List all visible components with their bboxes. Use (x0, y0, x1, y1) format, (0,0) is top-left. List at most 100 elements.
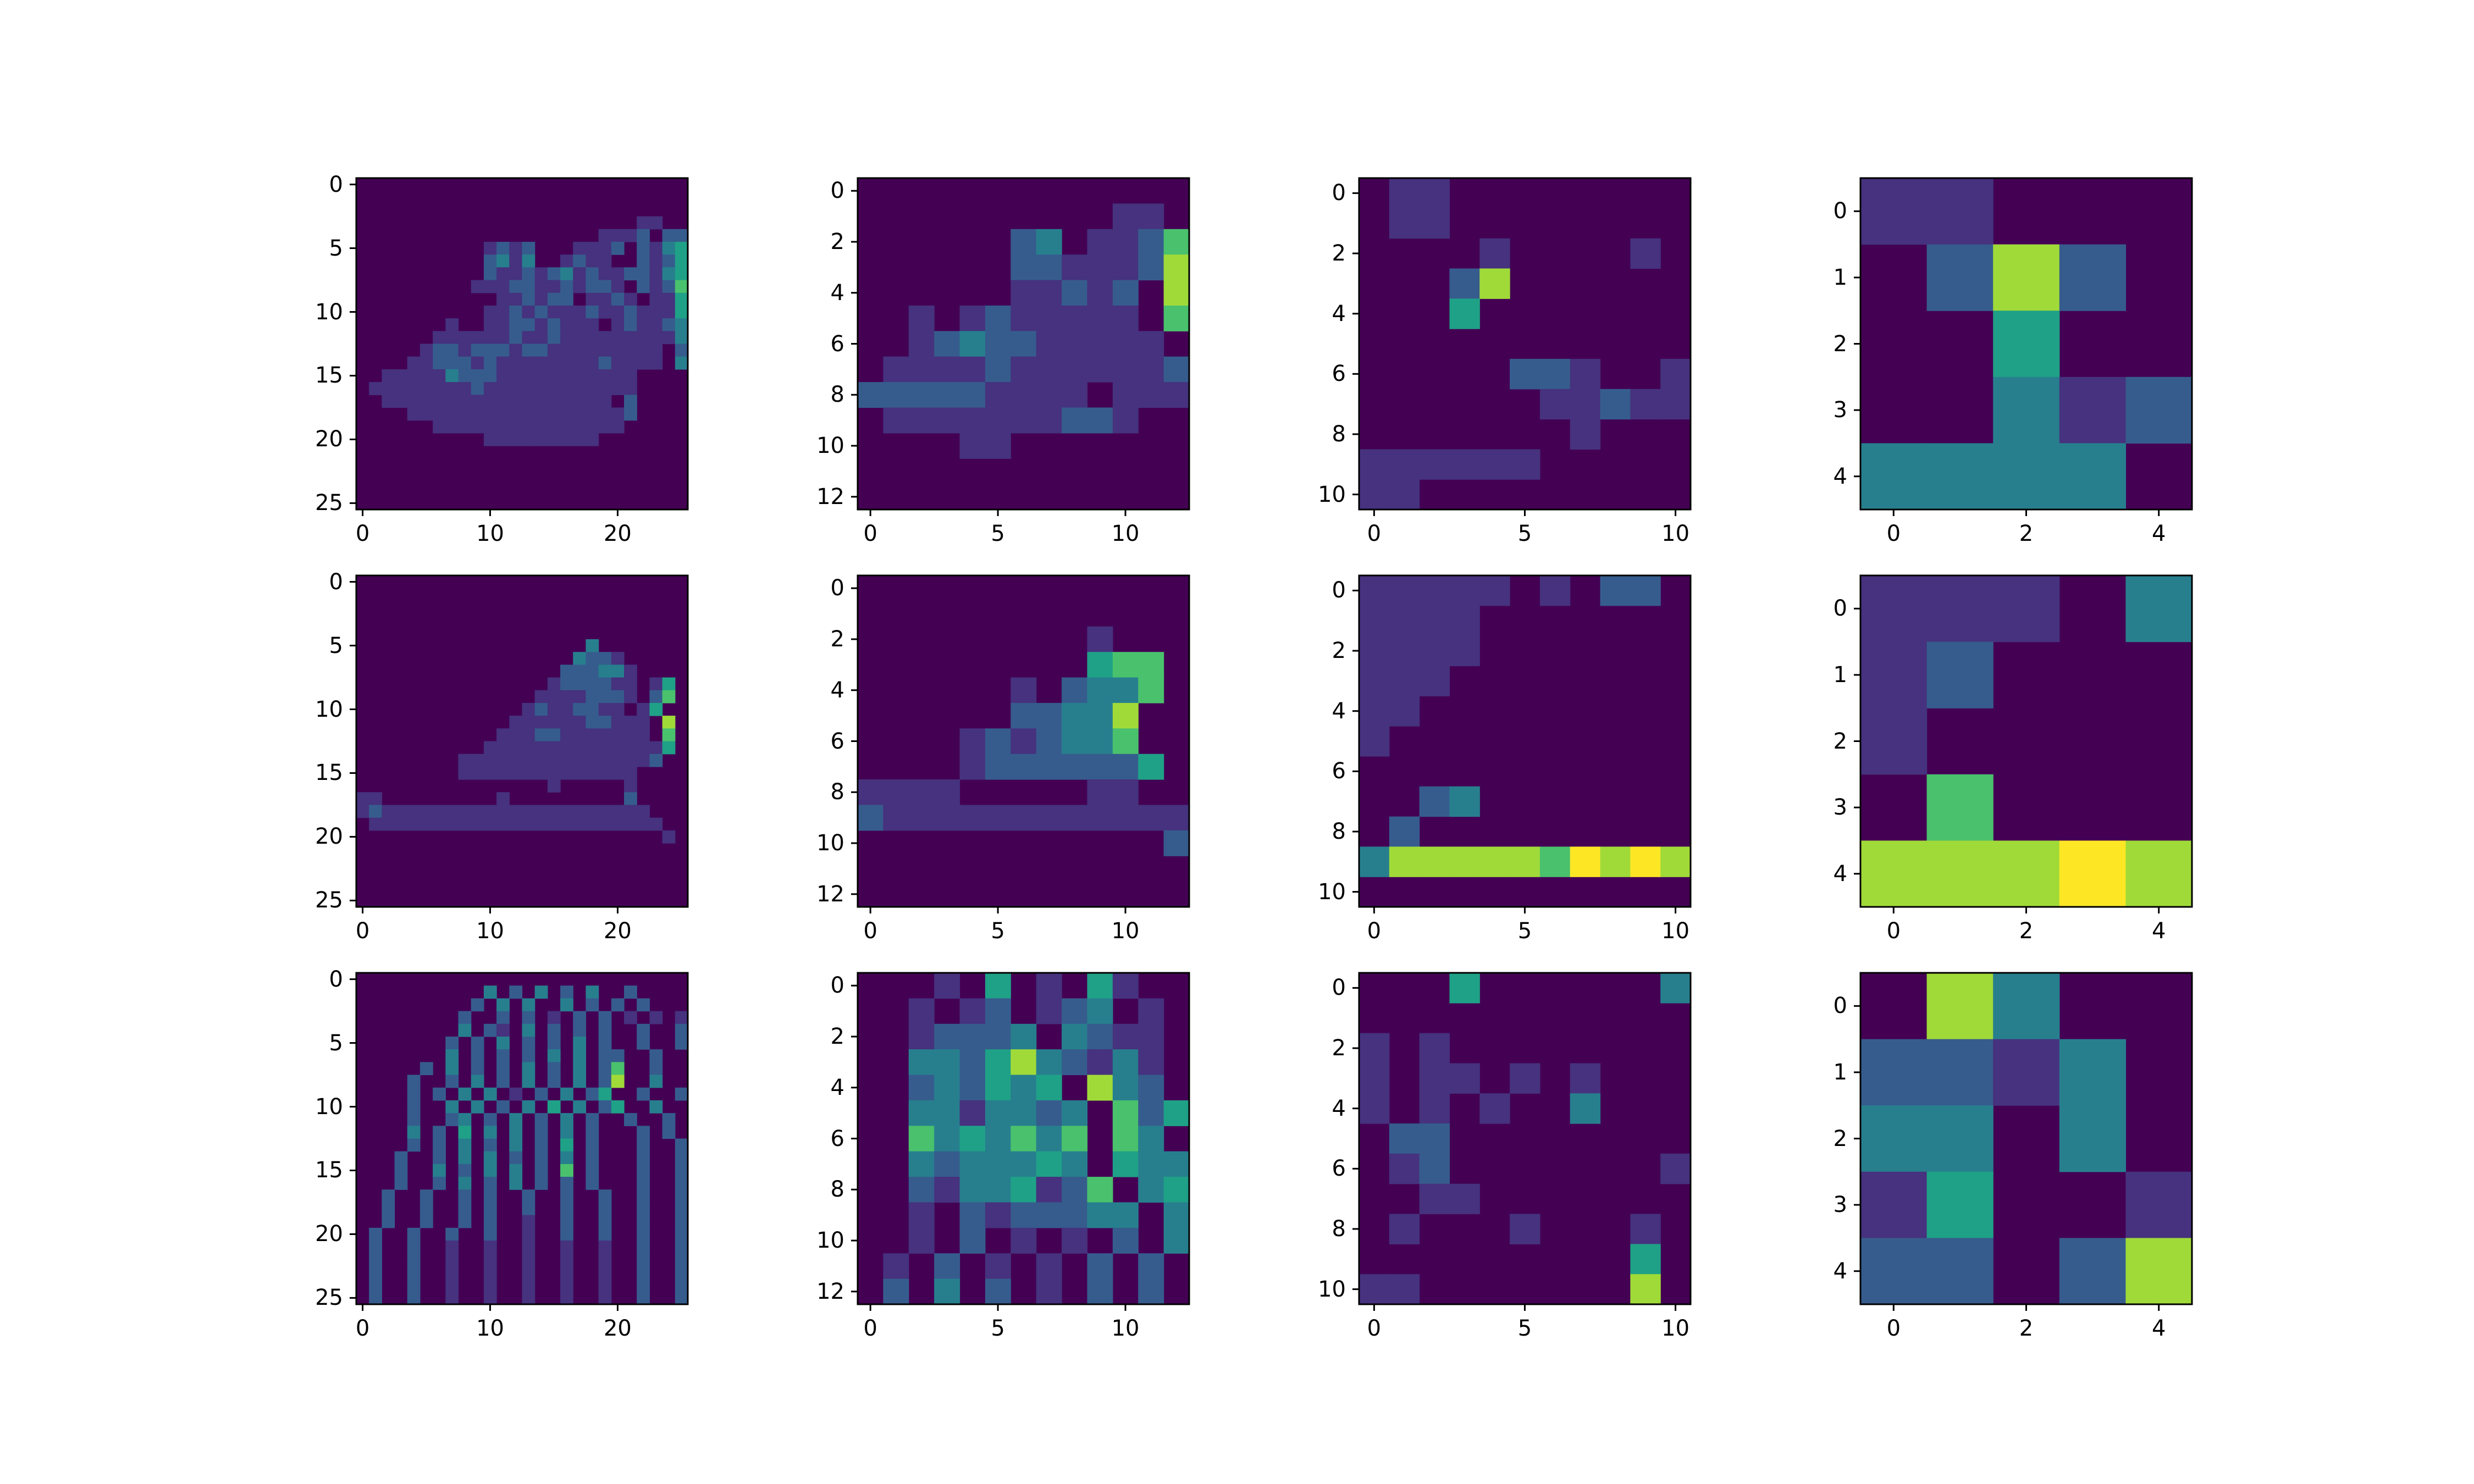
heatmap-cell (394, 1151, 408, 1165)
heatmap-cell (573, 1036, 587, 1050)
heatmap-cell (1359, 696, 1390, 727)
heatmap-cell (586, 702, 599, 716)
heatmap-cell (934, 1278, 960, 1305)
heatmap-cell (560, 1241, 573, 1254)
heatmap-cell (522, 1011, 535, 1025)
heatmap-cell (649, 241, 663, 255)
heatmap-cell (522, 754, 535, 767)
heatmap-cell (1087, 1253, 1113, 1280)
heatmap-cell (483, 344, 497, 357)
heatmap-cell (560, 318, 573, 331)
heatmap-cell (675, 241, 688, 255)
heatmap-cell (1087, 254, 1113, 281)
heatmap-cell (611, 754, 625, 767)
heatmap-cell (637, 267, 650, 281)
heatmap-cell (934, 356, 960, 383)
heatmap-cell (1062, 754, 1088, 780)
heatmap-cell (637, 344, 650, 357)
y-tick-label: 5 (329, 1030, 343, 1056)
heatmap-cell (382, 369, 395, 383)
heatmap-cell (433, 1087, 446, 1101)
heatmap-cell (547, 1100, 561, 1114)
heatmap-cell (2059, 244, 2126, 311)
heatmap-cell (637, 1126, 650, 1139)
heatmap-panel-row1-col1: 0 10 20 0 5 10 15 20 25 (315, 174, 689, 545)
heatmap-cell (534, 318, 548, 331)
heatmap-cell (369, 1227, 382, 1241)
heatmap-cell (662, 292, 676, 306)
heatmap-cell (522, 1291, 535, 1305)
heatmap-cell (483, 817, 497, 831)
heatmap-cell (547, 677, 561, 691)
x-tick-label: 2 (2019, 521, 2034, 546)
heatmap-cell (1860, 1238, 1928, 1305)
heatmap-cell (1062, 305, 1088, 331)
heatmap-cell (908, 1151, 935, 1177)
heatmap-cell (534, 985, 548, 999)
heatmap-cell (586, 267, 599, 281)
heatmap-cell (1359, 1033, 1390, 1064)
heatmap-cell (1062, 1151, 1088, 1177)
heatmap-cell (509, 1113, 523, 1126)
x-tick-label: 10 (476, 1316, 504, 1341)
heatmap-cell (1138, 998, 1164, 1025)
heatmap-cell (522, 998, 535, 1012)
heatmap-cell (458, 1023, 472, 1037)
heatmap-cell (586, 1113, 599, 1126)
heatmap-cell (637, 318, 650, 331)
heatmap-cell (534, 1151, 548, 1165)
heatmap-cell (483, 318, 497, 331)
heatmap-cell (1138, 1075, 1164, 1101)
y-tick-label: 0 (830, 178, 844, 204)
heatmap-cell (433, 817, 446, 831)
heatmap-cell (509, 716, 523, 729)
heatmap-cell (573, 280, 587, 294)
heatmap-cell (573, 395, 587, 408)
heatmap-cell (547, 1075, 561, 1088)
heatmap-cell (547, 1036, 561, 1050)
heatmap-cell (1112, 407, 1139, 434)
heatmap-cell (1138, 754, 1164, 780)
heatmap-cell (1010, 382, 1037, 408)
y-tick-label: 25 (315, 490, 343, 516)
y-tick-label: 2 (1332, 638, 1346, 664)
heatmap-cell (458, 356, 472, 370)
heatmap-cell (369, 1278, 382, 1292)
heatmap-cell (624, 728, 637, 742)
y-tick-label: 2 (830, 229, 844, 254)
heatmap-cell (458, 382, 472, 395)
y-tick-label: 4 (1833, 463, 1847, 489)
heatmap-cell (407, 1087, 421, 1101)
heatmap-cell (1510, 846, 1540, 877)
heatmap-cell (471, 1075, 484, 1088)
heatmap-cell (934, 1100, 960, 1126)
heatmap-cell (908, 1177, 935, 1203)
heatmap-cell (522, 331, 535, 345)
heatmap-cell (1112, 754, 1139, 780)
axes-frame (355, 574, 689, 908)
heatmap-cell (471, 369, 484, 383)
heatmap-cell (534, 1113, 548, 1126)
heatmap-cell (2059, 376, 2126, 444)
y-tick-label: 15 (315, 1158, 343, 1183)
heatmap-cell (611, 331, 625, 345)
heatmap-cell (934, 1151, 960, 1177)
heatmap-cell (1010, 1177, 1037, 1203)
heatmap-cell (407, 817, 421, 831)
heatmap-cell (1389, 1214, 1420, 1244)
heatmap-cell (522, 766, 535, 780)
heatmap-image (1352, 574, 1692, 913)
heatmap-cell (573, 741, 587, 755)
y-tick-label: 12 (816, 1278, 844, 1304)
heatmap-cell (483, 1241, 497, 1254)
heatmap-cell (433, 1177, 446, 1190)
heatmap-cell (908, 998, 935, 1025)
heatmap-cell (483, 254, 497, 268)
heatmap-cell (598, 254, 612, 268)
heatmap-cell (598, 1241, 612, 1254)
heatmap-cell (1389, 1274, 1420, 1305)
heatmap-cell (611, 407, 625, 421)
x-tick-label: 4 (2151, 1316, 2166, 1341)
heatmap-cell (611, 292, 625, 306)
heatmap-panel-row2-col1: 0 10 20 0 5 10 15 20 25 (315, 571, 689, 942)
